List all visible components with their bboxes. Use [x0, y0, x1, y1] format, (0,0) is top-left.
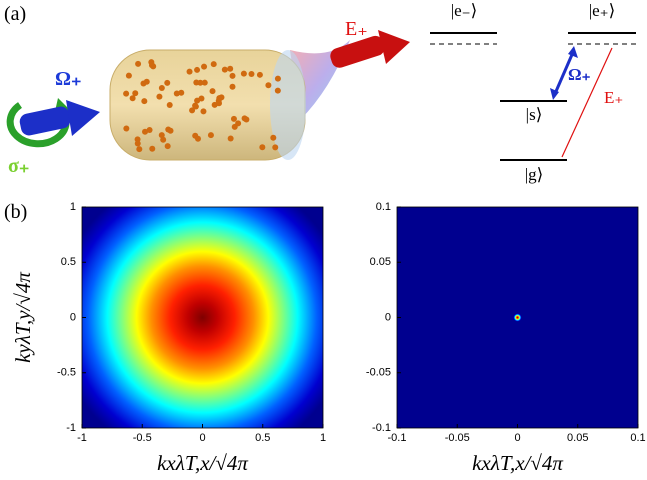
atom	[229, 84, 235, 90]
y-tick-label: 0.1	[376, 201, 391, 213]
atom	[198, 95, 204, 101]
atom	[148, 59, 154, 65]
cloud-end	[270, 50, 306, 160]
atom	[242, 115, 248, 121]
atom	[272, 144, 278, 150]
atom	[149, 146, 155, 152]
y-tick-label: 0	[385, 311, 391, 323]
x-tick-label: -0.5	[133, 432, 152, 444]
y-tick-label: -1	[66, 422, 76, 434]
x-tick-label: 0	[514, 432, 520, 444]
x-tick-label: -1	[77, 432, 87, 444]
atom	[230, 73, 236, 79]
transition-label: Ω₊	[568, 65, 591, 84]
atom	[222, 67, 228, 73]
atom	[200, 108, 206, 114]
atom	[241, 71, 247, 77]
atom	[136, 146, 142, 152]
beam-head	[66, 100, 100, 136]
atom	[228, 136, 234, 142]
atom	[210, 88, 216, 94]
level-label: |e₋⟩	[451, 1, 478, 20]
atom	[123, 126, 129, 132]
y-tick-label: 0.05	[370, 256, 391, 268]
atom	[135, 141, 141, 147]
level-label: |g⟩	[525, 165, 544, 184]
atom	[216, 100, 222, 106]
x-tick-label: -0.05	[445, 432, 470, 444]
y-tick-label: -0.5	[57, 367, 76, 379]
x-tick-label: 0	[199, 432, 205, 444]
panel-label: (a)	[4, 3, 26, 25]
y-tick-label: -0.1	[372, 422, 391, 434]
atom	[123, 91, 129, 97]
atom	[270, 135, 276, 141]
atom	[187, 69, 193, 75]
y-tick-label: 0.5	[61, 256, 76, 268]
atom	[174, 90, 180, 96]
atom	[164, 80, 170, 86]
transition-label: E₊	[604, 88, 623, 107]
y-tick-label: 1	[70, 201, 76, 213]
atom	[165, 143, 171, 149]
atom	[126, 73, 132, 79]
atom	[231, 116, 237, 122]
atom	[194, 67, 200, 73]
atom	[201, 64, 207, 70]
y-tick-label: 0	[70, 311, 76, 323]
atom	[144, 79, 150, 85]
control-label: Ω₊	[55, 68, 82, 90]
probe-head	[378, 30, 410, 64]
panel-label: (b)	[4, 201, 27, 223]
atom	[211, 61, 217, 67]
x-tick-label: 0.05	[567, 432, 588, 444]
atom	[275, 88, 281, 94]
atom	[141, 98, 147, 104]
atom	[227, 66, 233, 72]
atom	[167, 102, 173, 108]
level-label: |e₊⟩	[589, 1, 616, 20]
atom	[248, 71, 254, 77]
atom	[197, 80, 203, 86]
atom	[156, 94, 162, 100]
atom	[135, 61, 141, 67]
atom	[257, 72, 263, 78]
atom	[259, 144, 265, 150]
y-tick-label: -0.05	[366, 367, 391, 379]
atom	[159, 85, 165, 91]
beam-label: E₊	[345, 18, 368, 40]
x-axis-label: kxλT,x/√4π	[157, 451, 248, 475]
atom	[165, 126, 171, 132]
atom	[159, 132, 165, 138]
atom	[235, 120, 241, 126]
x-axis-label: kxλT,x/√4π	[472, 451, 563, 475]
y-axis-label: kyλT,y/√4π	[11, 272, 35, 363]
heatmap	[397, 207, 638, 428]
figure: (a) (b) Ω₊ σ₊ E₊ |e₋⟩ |e₊⟩ |s⟩ |g⟩ Ω₊ E₊…	[0, 0, 647, 480]
x-tick-label: 0.5	[255, 432, 270, 444]
x-tick-label: 1	[320, 432, 326, 444]
heatmap	[82, 207, 323, 428]
polarization-label: σ₊	[8, 155, 29, 177]
atom	[208, 132, 214, 138]
x-tick-label: 0.1	[630, 432, 645, 444]
atom	[275, 76, 281, 82]
atom	[142, 129, 148, 135]
atom	[195, 136, 201, 142]
atom	[132, 90, 138, 96]
atom	[265, 82, 271, 88]
level-label: |s⟩	[526, 105, 543, 124]
